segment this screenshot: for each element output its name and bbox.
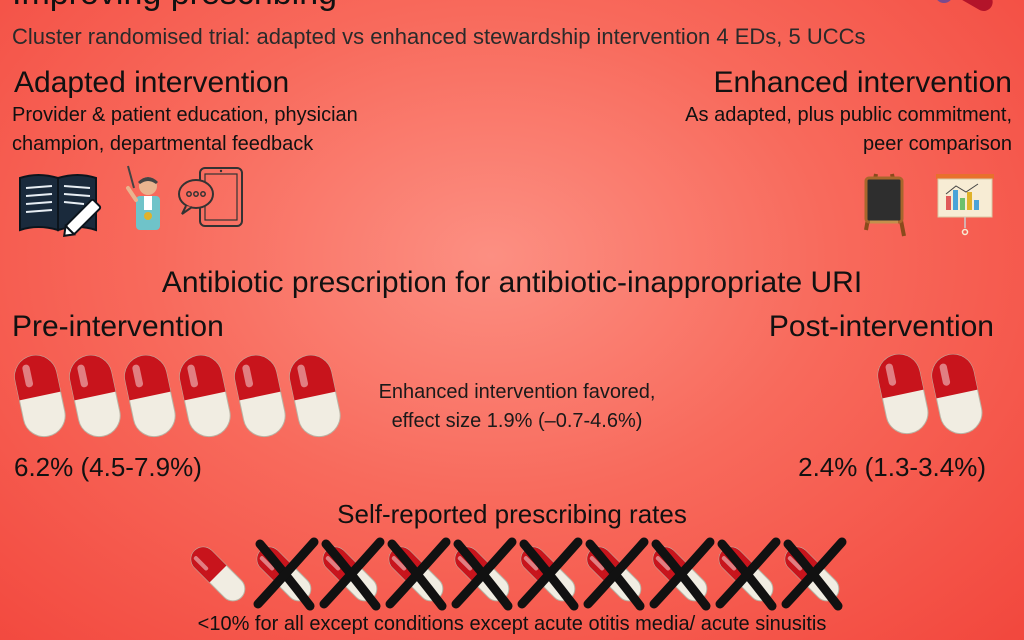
pill-icon <box>931 353 983 435</box>
pre-intervention-pills <box>14 354 341 438</box>
chart-presentation-icon <box>936 174 994 236</box>
enhanced-heading: Enhanced intervention <box>713 66 1012 99</box>
pill-icon <box>124 354 176 438</box>
prescription-section-title: Antibiotic prescription for antibiotic-i… <box>161 266 863 299</box>
cross-icon <box>451 537 517 611</box>
book-pencil-icon <box>19 174 102 237</box>
pill-icon <box>14 354 66 438</box>
pill-icon <box>190 546 246 602</box>
adapted-heading: Adapted intervention <box>14 66 290 99</box>
pill-icon <box>877 353 929 435</box>
post-intervention-label: Post-intervention <box>768 310 994 343</box>
effect-line-2: effect size 1.9% (–0.7-4.6%) <box>391 410 643 432</box>
pill-icon <box>289 354 341 438</box>
cross-icon <box>583 537 649 611</box>
capsules-logo-icon <box>937 0 993 11</box>
effect-size-text: Enhanced intervention favored, effect si… <box>352 378 682 436</box>
physician-champion-icon <box>126 165 160 230</box>
tablet-chat-icon <box>178 167 243 227</box>
self-reported-title: Self-reported prescribing rates <box>337 499 687 529</box>
cross-icon <box>319 537 385 611</box>
self-reported-pills <box>190 537 847 611</box>
cross-icon <box>781 537 847 611</box>
pill-icon <box>179 354 231 438</box>
easel-board-icon <box>864 173 906 237</box>
pre-intervention-label: Pre-intervention <box>12 310 224 343</box>
cross-icon <box>715 537 781 611</box>
self-reported-footnote: <10% for all except conditions except ac… <box>197 613 827 635</box>
pill-icon <box>69 354 121 438</box>
adapted-description: Provider & patient education, physician … <box>12 104 358 155</box>
post-intervention-pills <box>877 353 983 435</box>
cross-icon <box>649 537 715 611</box>
cross-icon <box>253 537 319 611</box>
pill-icon <box>234 354 286 438</box>
cross-icon <box>517 537 583 611</box>
cross-icon <box>385 537 451 611</box>
page-title: Improving prescribing <box>12 0 337 13</box>
post-intervention-rate: 2.4% (1.3-3.4%) <box>798 452 986 482</box>
enhanced-description: As adapted, plus public commitment, peer… <box>685 104 1012 155</box>
effect-line-1: Enhanced intervention favored, <box>378 381 656 403</box>
pre-intervention-rate: 6.2% (4.5-7.9%) <box>14 452 202 482</box>
subtitle: Cluster randomised trial: adapted vs enh… <box>12 24 866 49</box>
